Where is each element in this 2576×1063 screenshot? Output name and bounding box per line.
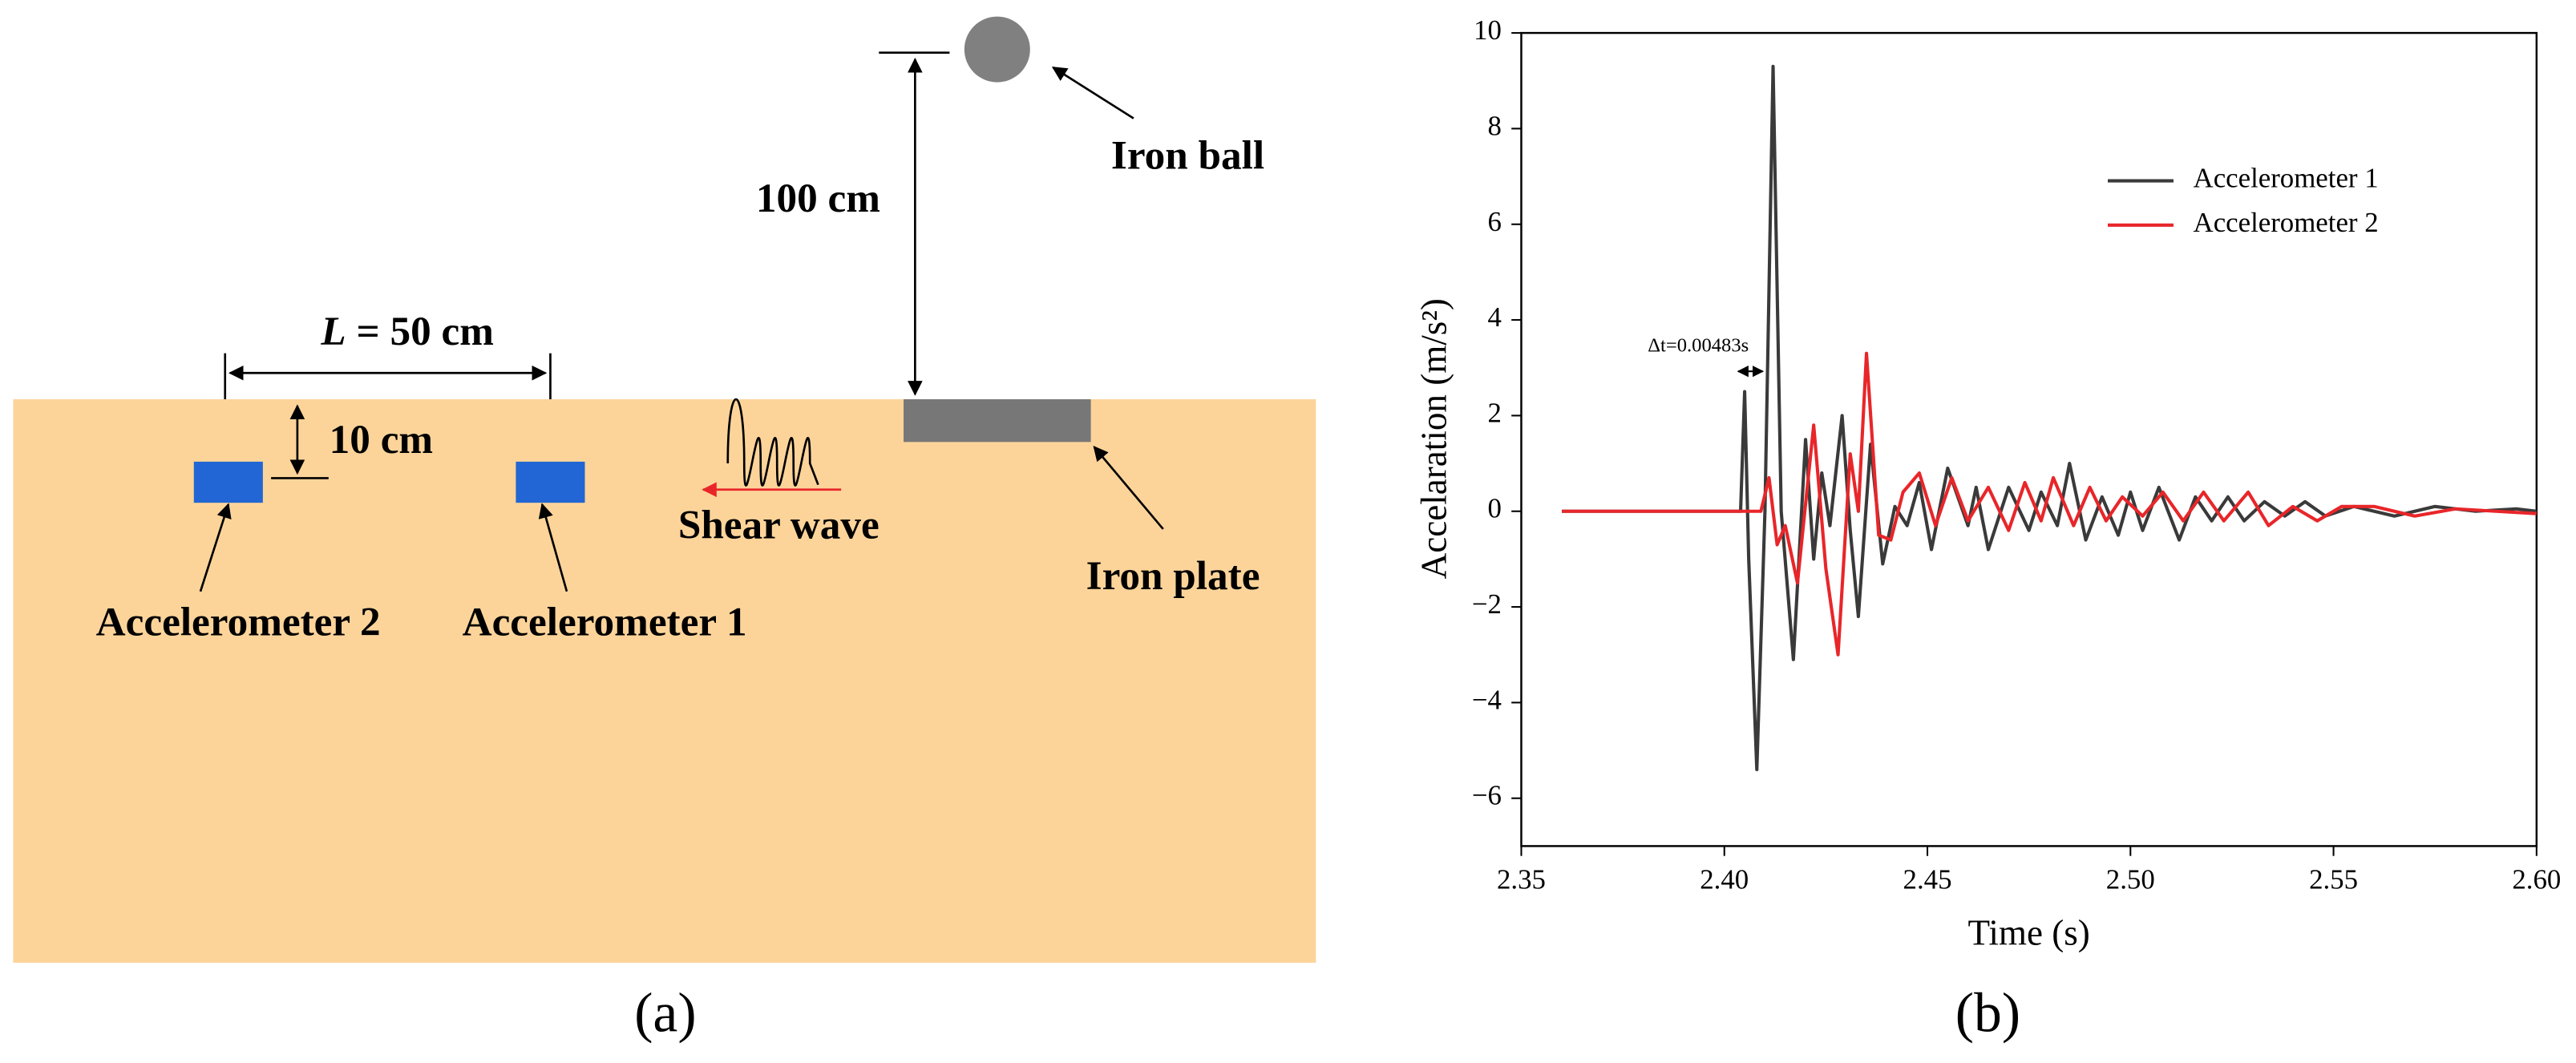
text: = 50 cm [357, 309, 494, 354]
y-tick-label: −4 [1472, 684, 1502, 715]
label: 10 cm [330, 417, 433, 463]
iron-ball [964, 16, 1030, 83]
legend-label: Accelerometer 1 [2194, 163, 2379, 194]
series-line [1562, 351, 2537, 657]
label: 100 cm [756, 176, 880, 221]
y-tick-label: −2 [1472, 588, 1502, 620]
legend-label: Accelerometer 2 [2194, 207, 2379, 238]
panel-label: (a) [634, 983, 696, 1045]
x-tick-label: 2.40 [1700, 863, 1749, 895]
label: Accelerometer 1 [463, 600, 747, 645]
label: Shear wave [678, 503, 880, 548]
y-tick-label: 0 [1487, 493, 1501, 524]
chart: Time (s) Accelaration (m/s²) Δt=0.00483s… [1413, 14, 2561, 1044]
arrows [199, 51, 1164, 592]
x-tick-label: 2.60 [2512, 863, 2561, 895]
x-tick-label: 2.55 [2309, 863, 2358, 895]
x-tick-label: 2.35 [1497, 863, 1546, 895]
x-tick-label: 2.45 [1903, 863, 1952, 895]
y-tick-label: 4 [1487, 301, 1501, 333]
plot-frame [1520, 31, 2538, 847]
y-tick-label: 2 [1487, 397, 1501, 428]
symbol: Δt [1648, 334, 1666, 356]
accelerometer [516, 461, 585, 503]
symbol: L [320, 309, 346, 354]
y-tick-label: 8 [1487, 110, 1501, 141]
x-axis-title: Time (s) [1967, 912, 2089, 952]
y-tick-label: 6 [1487, 206, 1501, 237]
diagram: Iron ball 100 cm L = 50 cm 10 cm Shear w… [13, 16, 1316, 1045]
accelerometer [193, 461, 263, 503]
panel-label: (b) [1955, 983, 2020, 1045]
iron-plate [904, 399, 1091, 443]
annotation: Δt=0.00483s [1648, 334, 1749, 356]
label: Iron plate [1086, 553, 1260, 599]
label: Accelerometer 2 [96, 600, 381, 645]
label: Iron ball [1111, 133, 1264, 179]
y-tick-label: −6 [1472, 780, 1502, 811]
x-tick-label: 2.50 [2106, 863, 2155, 895]
label: L = 50 cm [320, 309, 494, 354]
y-axis-title: Accelaration (m/s²) [1413, 298, 1454, 579]
text: =0.00483s [1666, 334, 1749, 356]
series-line [1562, 64, 2538, 771]
y-tick-label: 10 [1474, 14, 1502, 46]
